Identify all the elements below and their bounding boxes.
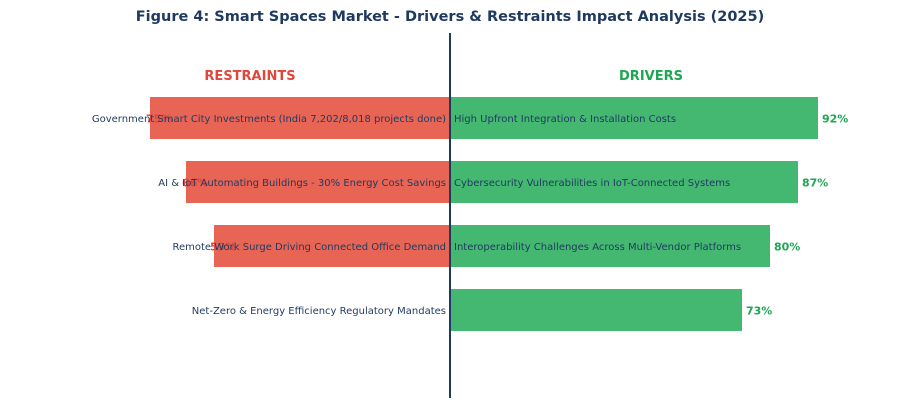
restraints-bars bbox=[150, 97, 450, 267]
drivers-header: DRIVERS bbox=[619, 69, 683, 84]
restraint-category-label: AI & IoT Automating Buildings - 30% Ener… bbox=[158, 178, 446, 189]
driver-bar bbox=[450, 225, 770, 267]
restraint-bar bbox=[150, 97, 450, 139]
driver-category-label: Interoperability Challenges Across Multi… bbox=[454, 242, 741, 253]
driver-bar bbox=[450, 289, 742, 331]
restraint-category-label: Remote Work Surge Driving Connected Offi… bbox=[172, 242, 446, 253]
restraint-value-label: 66% bbox=[182, 177, 208, 190]
drivers-labels: High Upfront Integration & Installation … bbox=[454, 113, 848, 318]
driver-value-label: 87% bbox=[802, 177, 828, 190]
driver-bar bbox=[450, 97, 818, 139]
driver-value-label: 92% bbox=[822, 113, 848, 126]
restraint-value-label: 75% bbox=[146, 113, 172, 126]
chart-title: Figure 4: Smart Spaces Market - Drivers … bbox=[136, 9, 764, 25]
restraint-bar bbox=[186, 161, 450, 203]
driver-category-label: High Upfront Integration & Installation … bbox=[454, 114, 676, 125]
driver-bar bbox=[450, 161, 798, 203]
restraint-value-label: 59% bbox=[210, 241, 236, 254]
restraint-category-label: Net-Zero & Energy Efficiency Regulatory … bbox=[192, 306, 446, 317]
driver-value-label: 73% bbox=[746, 305, 772, 318]
drivers-bars bbox=[450, 97, 818, 331]
restraint-category-label: Government Smart City Investments (India… bbox=[92, 114, 446, 125]
restraints-header: RESTRAINTS bbox=[204, 69, 295, 84]
restraints-labels: 75% 66% 59% Government Smart City Investmen… bbox=[92, 113, 446, 318]
driver-category-label: Cybersecurity Vulnerabilities in IoT-Con… bbox=[454, 178, 730, 189]
restraint-bar bbox=[214, 225, 450, 267]
driver-value-label: 80% bbox=[774, 241, 800, 254]
